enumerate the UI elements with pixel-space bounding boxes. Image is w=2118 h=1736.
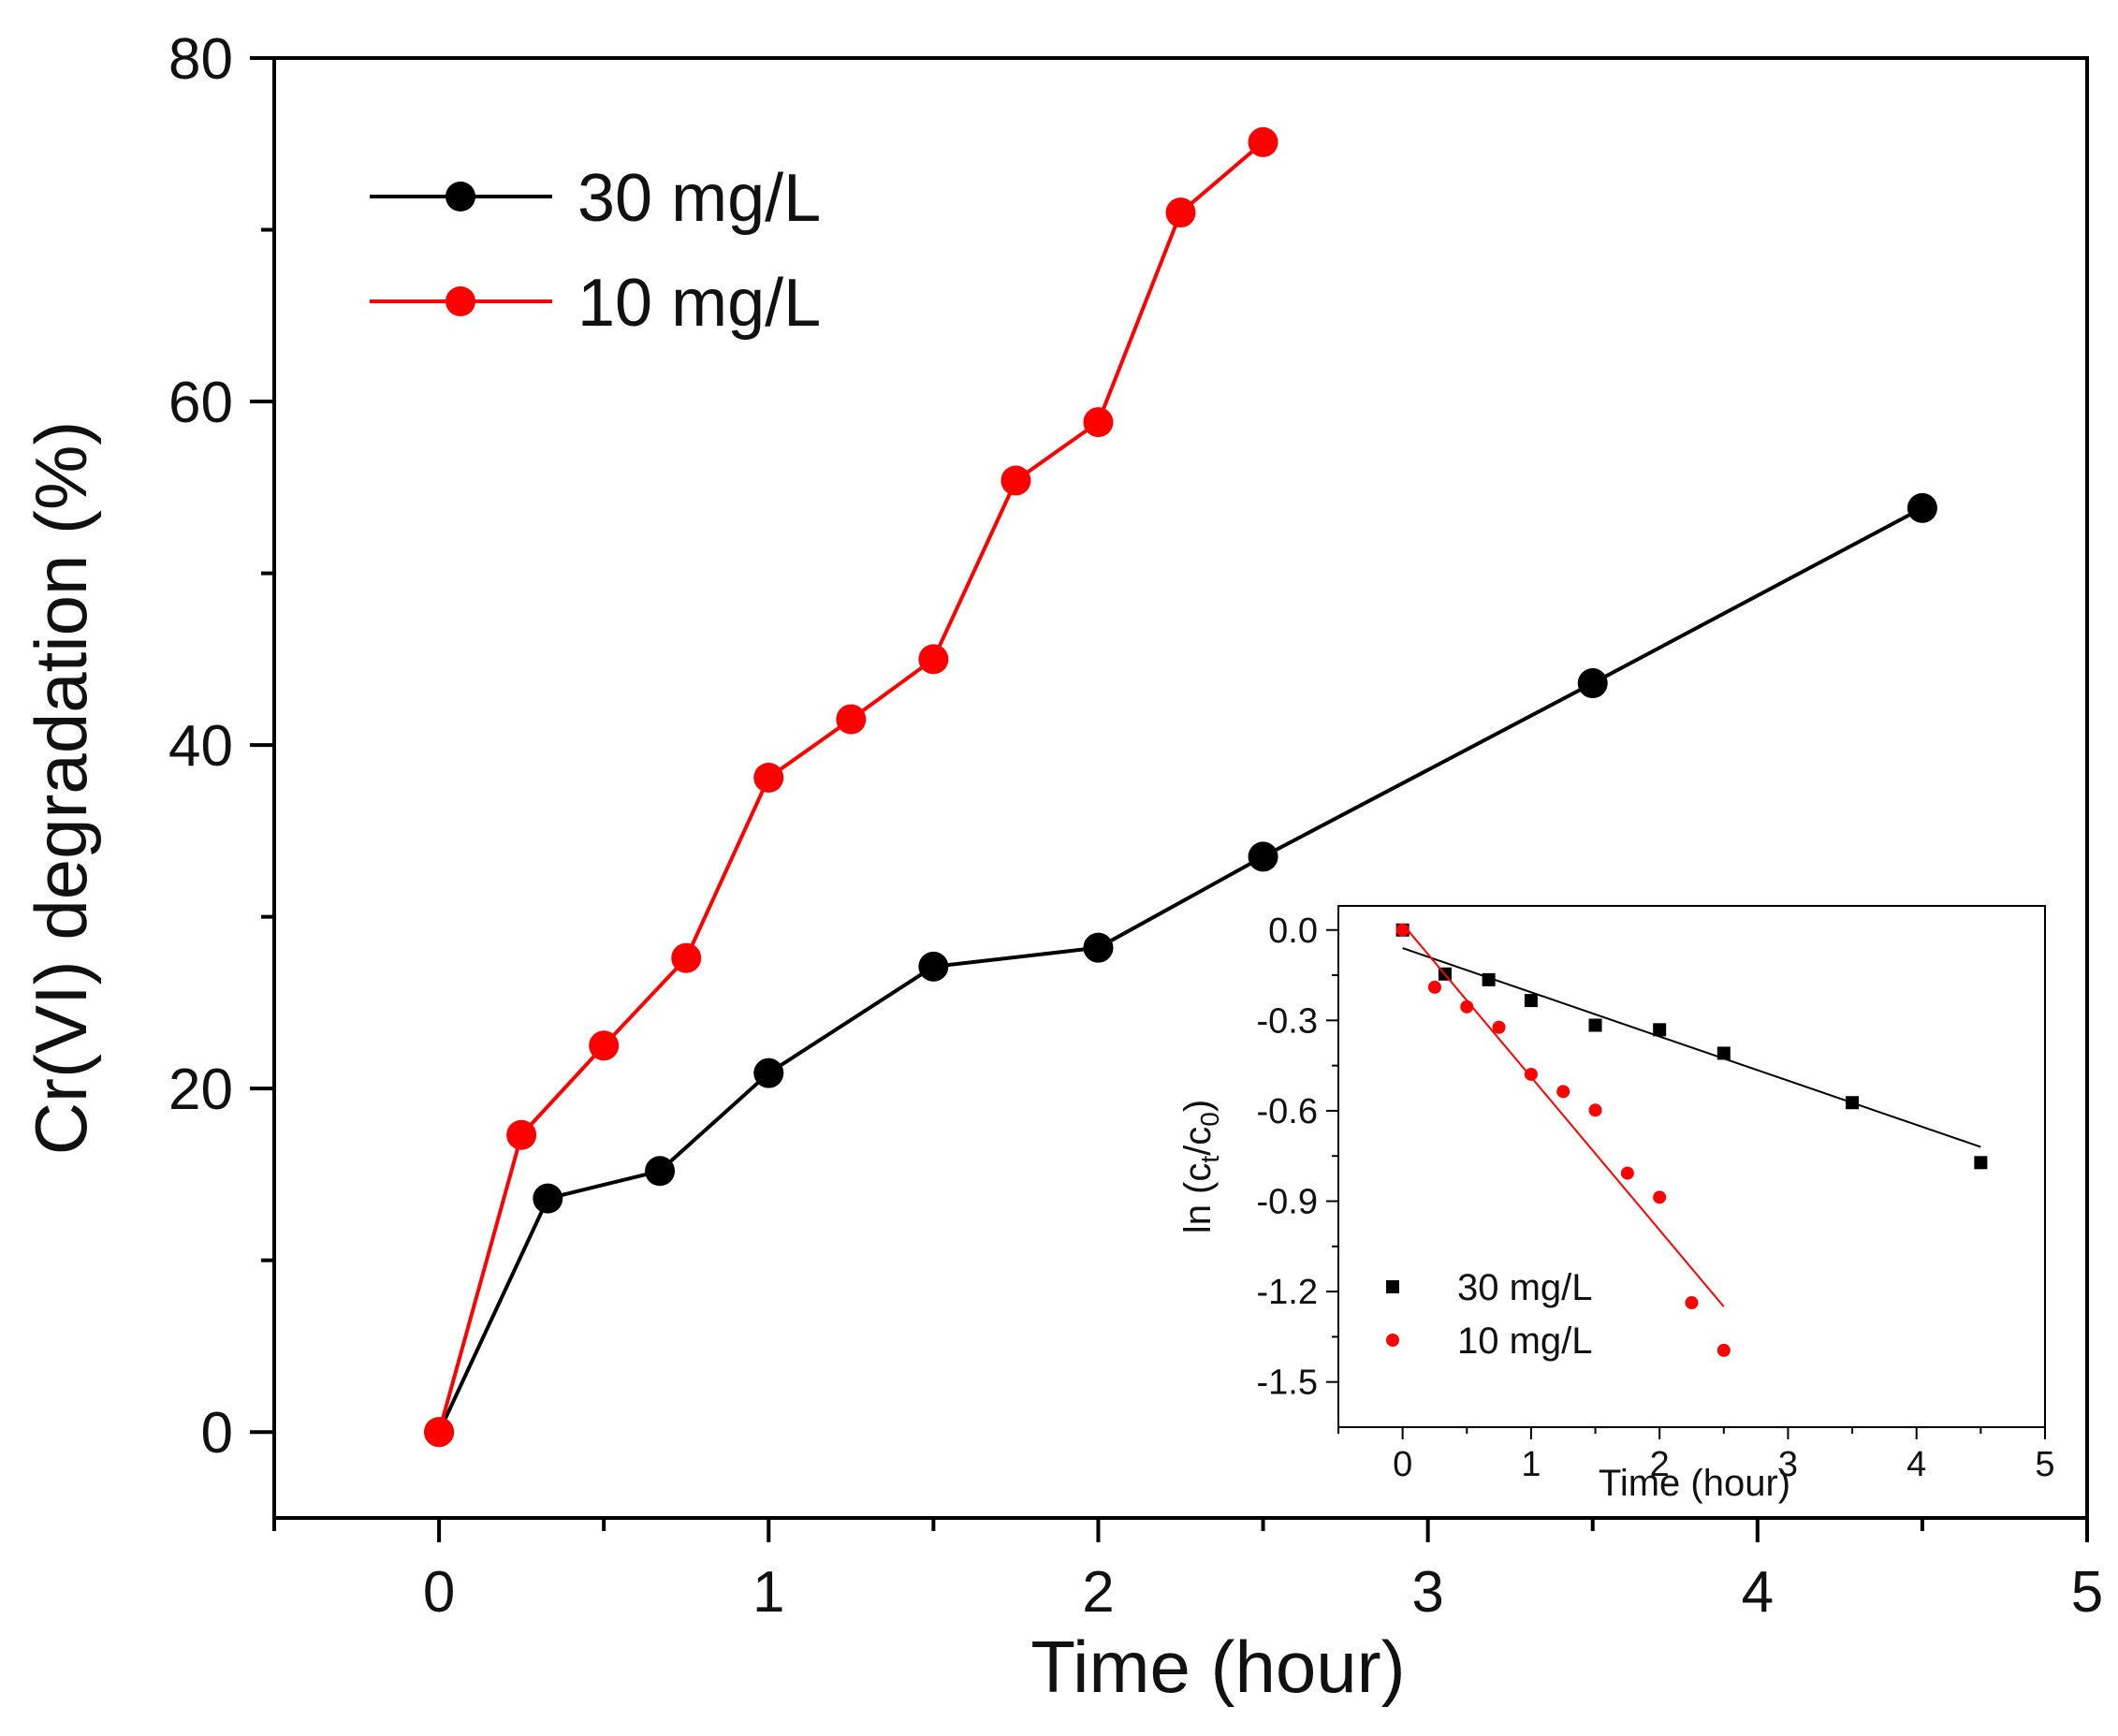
- main-plot-frame: [272, 56, 2089, 1520]
- main-x-axis-label: Time (hour): [1030, 1626, 1405, 1708]
- inset-data-point: [1716, 1046, 1731, 1060]
- inset-data-point: [1427, 980, 1441, 994]
- inset-data-point: [1588, 1018, 1602, 1032]
- inset-data-point: [1556, 1085, 1570, 1099]
- inset-y-tick-label: -0.6: [1257, 1092, 1318, 1131]
- main-data-point: [645, 1156, 676, 1187]
- inset-data-point: [1395, 923, 1410, 937]
- inset-legend-marker: [1386, 1334, 1399, 1347]
- inset-fit-line: [1402, 947, 1981, 1148]
- main-y-axis-label: Cr(VI) degradation (%): [20, 421, 102, 1156]
- inset-data-point: [1685, 1296, 1699, 1310]
- inset-y-label-part: ln (c: [1177, 1163, 1219, 1234]
- main-y-tick-label: 20: [168, 1058, 233, 1122]
- main-data-point: [671, 942, 702, 973]
- main-x-tick-label: 4: [1742, 1560, 1774, 1625]
- main-y-tick-label: 0: [201, 1401, 233, 1466]
- main-y-tick-label: 80: [168, 27, 233, 92]
- main-data-point: [753, 1058, 784, 1088]
- inset-data-point: [1846, 1096, 1860, 1110]
- main-data-point: [1248, 126, 1278, 157]
- main-data-point: [918, 644, 949, 675]
- inset-data-point: [1716, 1343, 1731, 1357]
- main-data-point: [753, 762, 784, 793]
- inset-data-point: [1620, 1166, 1634, 1180]
- inset-plot-frame: [1337, 905, 2046, 1428]
- inset-data-point: [1482, 972, 1496, 986]
- main-series-line: [437, 140, 1264, 1433]
- inset-data-point: [1974, 1156, 1988, 1170]
- main-legend-marker: [446, 182, 475, 212]
- inset-y-tick-label: -0.9: [1257, 1183, 1318, 1222]
- inset-data-point: [1653, 1023, 1667, 1037]
- main-x-tick-label: 5: [2071, 1560, 2103, 1625]
- inset-y-tick-label: -0.3: [1257, 1001, 1318, 1041]
- inset-y-label-subscript: t: [1195, 1156, 1224, 1163]
- inset-data-point: [1588, 1103, 1602, 1117]
- inset-data-point: [1524, 994, 1538, 1008]
- inset-plot: 0 1 2 3 4 5 0.0 -0.3 -0.6 -0.9 -1.2 -1.5 Time (hour)…: [1177, 905, 2055, 1504]
- main-data-point: [424, 1417, 455, 1448]
- inset-x-tick-label: 3: [1778, 1445, 1798, 1484]
- main-data-point: [1083, 407, 1114, 438]
- main-legend-marker: [446, 286, 475, 316]
- main-data-point: [1083, 932, 1114, 963]
- main-x-tick-label: 0: [423, 1560, 455, 1625]
- inset-data-point: [1492, 1020, 1506, 1034]
- inset-fit-line: [1401, 923, 1725, 1307]
- main-y-tick-label: 60: [168, 371, 233, 435]
- inset-data-point: [1460, 999, 1474, 1014]
- inset-x-tick-label: 1: [1521, 1445, 1541, 1484]
- inset-y-label-subscript: 0: [1195, 1112, 1224, 1127]
- main-data-point: [589, 1030, 620, 1061]
- main-data-point: [533, 1183, 563, 1214]
- main-data-point: [1001, 465, 1031, 496]
- main-data-point: [1248, 841, 1278, 872]
- inset-y-label-part: /c: [1177, 1127, 1219, 1156]
- inset-x-tick-label: 0: [1393, 1445, 1412, 1484]
- inset-x-tick-label: 2: [1650, 1445, 1670, 1484]
- inset-data-point: [1653, 1190, 1667, 1204]
- main-data-point: [1577, 668, 1608, 699]
- main-x-tick-label: 1: [752, 1560, 784, 1625]
- main-legend-label: 30 mg/L: [577, 161, 821, 236]
- inset-y-label-part: ): [1177, 1100, 1219, 1112]
- inset-legend-label: 30 mg/L: [1457, 1267, 1593, 1308]
- inset-y-axis-label: ln (ct/c0): [1177, 1100, 1224, 1233]
- inset-legend-marker: [1386, 1280, 1399, 1293]
- inset-y-tick-label: 0.0: [1268, 912, 1318, 951]
- inset-y-tick-label: -1.2: [1257, 1273, 1318, 1312]
- main-x-tick-label: 3: [1411, 1560, 1443, 1625]
- inset-y-tick-label: -1.5: [1257, 1364, 1318, 1403]
- inset-data-point: [1524, 1067, 1538, 1081]
- main-legend-label: 10 mg/L: [577, 266, 821, 341]
- main-data-point: [1906, 492, 1937, 523]
- main-data-point: [506, 1119, 537, 1150]
- main-data-point: [1165, 197, 1196, 228]
- main-y-tick-label: 40: [168, 714, 233, 779]
- inset-x-tick-label: 5: [2035, 1445, 2054, 1484]
- inset-x-tick-label: 4: [1906, 1445, 1926, 1484]
- inset-legend-label: 10 mg/L: [1457, 1320, 1593, 1362]
- inset-x-axis-label: Time (hour): [1599, 1463, 1790, 1504]
- main-x-tick-label: 2: [1082, 1560, 1114, 1625]
- main-data-point: [918, 951, 949, 982]
- main-data-point: [836, 704, 867, 735]
